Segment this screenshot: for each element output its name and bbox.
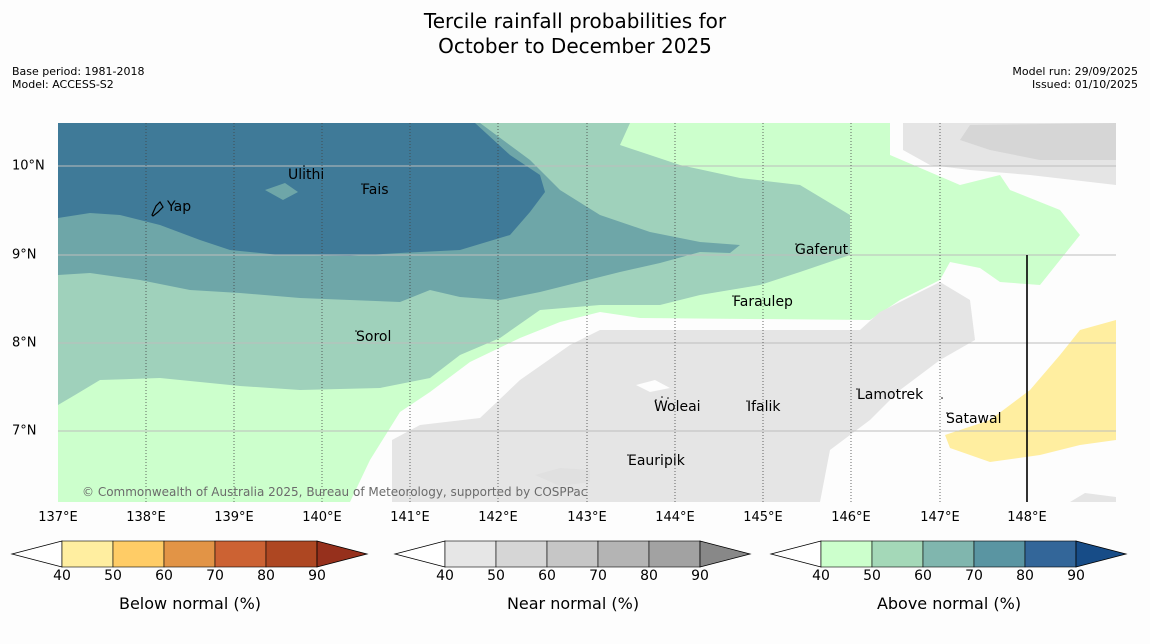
lon-label: 140°E [302,510,342,525]
cb2-tick: 90 [1067,568,1085,584]
cb0-tick: 40 [53,568,71,584]
cb0-tick: 80 [257,568,275,584]
place-label-eauripik: Eauripik [628,453,685,469]
colorbar-swatch [648,540,701,568]
cb0-tick: 90 [308,568,326,584]
colorbar-swatch [1024,540,1077,568]
lon-label: 142°E [478,510,518,525]
colorbar-extension-high [699,540,752,568]
colorbar-swatch [444,540,497,568]
lon-label: 148°E [1007,510,1047,525]
colorbar-swatch [546,540,599,568]
below-normal-label: Below normal (%) [118,594,262,613]
cb1-tick: 50 [487,568,505,584]
colorbar-swatch [922,540,975,568]
lon-label: 146°E [831,510,871,525]
colorbar-swatch [820,540,873,568]
colorbar-swatch [597,540,650,568]
colorbar-legends [10,540,1128,568]
lon-label: 147°E [920,510,960,525]
colorbar-swatch [163,540,216,568]
near-patch-woleai [636,380,670,392]
near-40-patch-east [1070,493,1116,502]
map-title-line1: Tercile rainfall probabilities for [423,9,727,33]
colorbar-swatch [265,540,318,568]
colorbar-swatch [973,540,1026,568]
lon-lines [145,123,941,502]
lon-label: 138°E [126,510,166,525]
above-normal-label: Above normal (%) [876,594,1022,613]
lat-label-9n: 9°N [12,247,37,263]
copyright-notice: © Commonwealth of Australia 2025, Bureau… [82,485,588,499]
lon-label: 141°E [390,510,430,525]
place-label-ifalik: Ifalik [747,399,781,415]
colorbar-extension-low [393,540,446,568]
place-label-fais: Fais [362,182,389,198]
colorbar-swatch [495,540,548,568]
near-40-region [392,282,975,502]
colorbar-extension-low [10,540,63,568]
island-dots [303,165,948,456]
near-40-patch-south [535,468,590,486]
cb2-tick: 50 [863,568,881,584]
meta-right: Model run: 29/09/2025 Issued: 01/10/2025 [1012,65,1138,91]
lon-label: 144°E [655,510,695,525]
lat-label-8n: 8°N [12,335,37,351]
cb0-tick: 70 [206,568,224,584]
place-label-woleai: Woleai [654,399,701,415]
cb1-tick: 80 [640,568,658,584]
cb2-tick: 80 [1016,568,1034,584]
model-name: Model: ACCESS-S2 [12,78,114,91]
below-40-region [945,320,1116,462]
cb1-tick: 70 [589,568,607,584]
place-label-yap: Yap [167,199,192,215]
colorbar-extension-high [1075,540,1128,568]
colorbar-extension-high [316,540,369,568]
issued-date: Issued: 01/10/2025 [1031,78,1138,91]
lat-label-10n: 10°N [12,158,45,174]
place-label-ulithi: Ulithi [288,167,325,183]
above-60-patch-ulithi [265,183,298,200]
place-label-gaferut: Gaferut [795,242,849,258]
cb2-tick: 40 [812,568,830,584]
place-label-faraulep: Faraulep [733,294,793,310]
place-label-satawal: Satawal [946,411,1002,427]
cb1-tick: 60 [538,568,556,584]
cb2-tick: 60 [914,568,932,584]
yap-island-shape [151,201,164,217]
map-title-line2: October to December 2025 [438,34,712,58]
cb2-tick: 70 [965,568,983,584]
colorbar-swatch [112,540,165,568]
place-label-lamotrek: Lamotrek [857,387,924,403]
cb1-tick: 40 [436,568,454,584]
lon-label: 137°E [38,510,78,525]
colorbar-swatch [61,540,114,568]
lon-label: 145°E [743,510,783,525]
model-run: Model run: 29/09/2025 [1012,65,1138,78]
meta-left: Base period: 1981-2018 Model: ACCESS-S2 [12,65,144,91]
place-label-sorol: Sorol [356,329,392,345]
lon-label: 139°E [214,510,254,525]
lon-label: 143°E [567,510,607,525]
colorbar-swatch [871,540,924,568]
above-70-region [58,123,545,256]
cb0-tick: 50 [104,568,122,584]
lat-label-7n: 7°N [12,423,37,439]
colorbar-extension-low [769,540,822,568]
near-50-region-north [960,123,1116,160]
near-normal-label: Near normal (%) [506,594,640,613]
cb0-tick: 60 [155,568,173,584]
cb1-tick: 90 [691,568,709,584]
colorbar-swatch [214,540,267,568]
base-period: Base period: 1981-2018 [12,65,145,78]
